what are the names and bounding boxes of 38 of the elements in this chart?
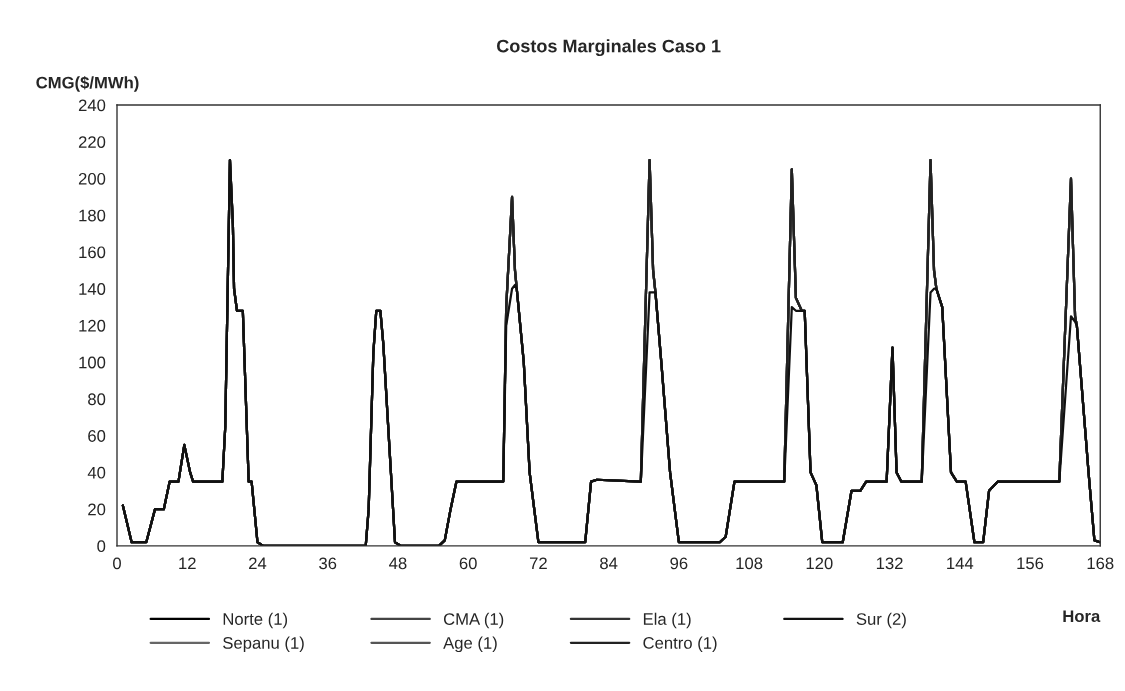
x-tick-label: 48 <box>389 557 407 570</box>
x-tick-label: 0 <box>113 557 121 570</box>
x-tick-label: 108 <box>736 557 763 570</box>
y-tick-label: 60 <box>88 430 106 442</box>
x-tick-label: 36 <box>319 557 337 570</box>
x-tick-label: 84 <box>600 557 618 570</box>
legend-label: Sepanu (1) <box>223 636 304 653</box>
x-tick-label: 12 <box>179 557 196 570</box>
y-tick-label: 100 <box>79 356 106 369</box>
y-tick-label: 40 <box>87 466 106 479</box>
y-tick-label: 200 <box>78 172 106 185</box>
legend-label: Sur (2) <box>856 612 906 629</box>
y-tick-label: 180 <box>79 209 106 222</box>
y-axis-title: CMG($/MWh) <box>36 75 139 92</box>
x-tick-label: 96 <box>670 557 688 570</box>
y-tick-label: 0 <box>97 540 106 553</box>
x-tick-label: 156 <box>1017 557 1044 570</box>
x-tick-label: 24 <box>249 557 267 570</box>
x-tick-label: 168 <box>1087 557 1114 570</box>
y-tick-label: 140 <box>79 283 106 295</box>
legend-label: Norte (1) <box>223 612 288 629</box>
y-tick-label: 240 <box>78 99 106 112</box>
x-tick-label: 120 <box>806 557 833 570</box>
x-axis-title: Hora <box>1063 610 1101 623</box>
x-tick-label: 132 <box>876 557 903 570</box>
y-tick-label: 80 <box>88 393 106 406</box>
x-tick-label: 144 <box>947 557 974 570</box>
legend-label: Ela (1) <box>643 612 691 629</box>
chart-title: Costos Marginales Caso 1 <box>497 39 721 57</box>
legend-label: Centro (1) <box>643 636 717 653</box>
y-tick-label: 220 <box>78 136 106 148</box>
x-tick-label: 72 <box>529 557 547 570</box>
x-tick-label: 60 <box>459 557 477 570</box>
y-tick-label: 160 <box>79 246 106 259</box>
legend-label: CMA (1) <box>443 612 504 629</box>
y-tick-label: 120 <box>79 319 106 332</box>
y-tick-label: 20 <box>88 503 106 516</box>
legend-label: Age (1) <box>443 636 497 653</box>
